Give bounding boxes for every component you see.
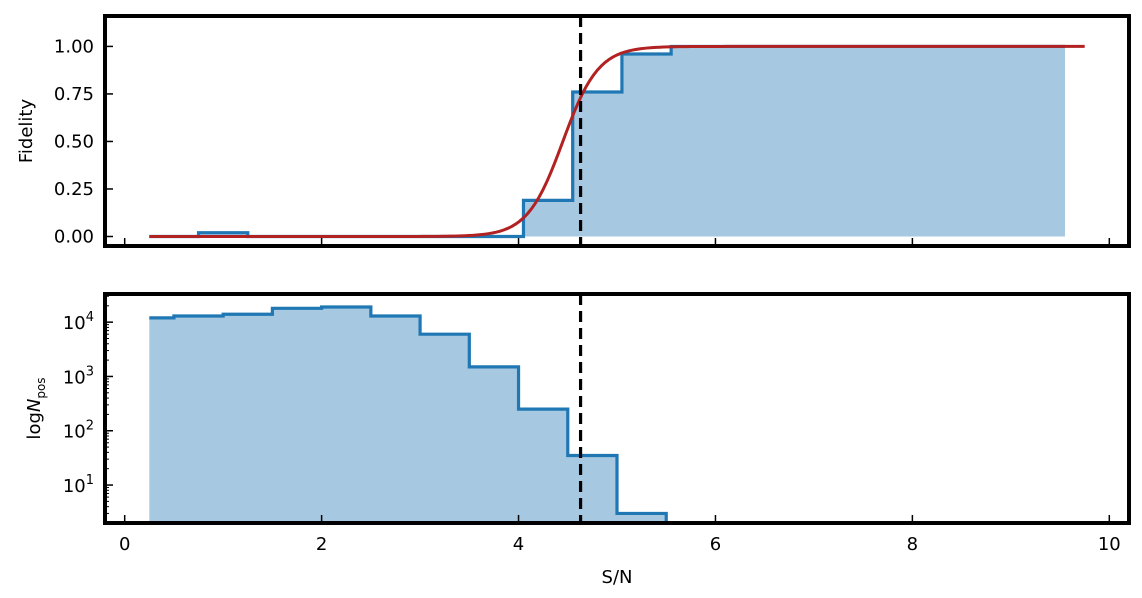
npos-y-tick-exponent: 3 [86, 364, 94, 379]
npos-y-tick-label: 101 [63, 473, 94, 497]
npos-y-tick-label: 104 [63, 310, 94, 334]
npos-y-tick-base: 10 [63, 367, 86, 388]
fidelity-panel: 0.00 0.25 0.50 0.75 1.00 Fidelity [16, 14, 1131, 248]
npos-x-tick-label: 4 [513, 534, 524, 555]
fidelity-fit-curve [149, 44, 1085, 238]
npos-y-tick-exponent: 2 [86, 419, 94, 434]
fidelity-y-tick-label: 0.00 [54, 226, 94, 247]
npos-x-ticks: 0 2 4 6 8 10 [119, 515, 1121, 555]
npos-y-tick-exponent: 4 [86, 310, 94, 325]
fidelity-y-tick-label: 1.00 [54, 36, 94, 57]
npos-axes-frame [103, 292, 1131, 525]
fidelity-hist-area [149, 46, 1066, 237]
npos-x-tick-label: 8 [907, 534, 918, 555]
npos-y-tick-base: 10 [63, 476, 86, 497]
npos-y-label-prefix: log [24, 412, 45, 439]
npos-x-tick-label: 2 [316, 534, 327, 555]
npos-y-label-main: N [24, 399, 45, 412]
npos-y-tick-label: 102 [63, 419, 94, 443]
fidelity-y-tick-label: 0.50 [54, 131, 94, 152]
npos-x-tick-label: 10 [1098, 534, 1121, 555]
fidelity-y-ticks: 0.00 0.25 0.50 0.75 1.00 [54, 36, 113, 247]
npos-hist-area [149, 307, 667, 523]
fidelity-y-tick-label: 0.75 [54, 84, 94, 105]
npos-y-axis-label: logNpos [24, 377, 48, 439]
sn-x-axis-label: S/N [602, 567, 633, 588]
npos-y-label-subscript: pos [34, 377, 48, 398]
npos-y-tick-label: 103 [63, 364, 94, 388]
fidelity-y-axis-label: Fidelity [16, 99, 37, 164]
npos-y-tick-base: 10 [63, 422, 86, 443]
npos-x-tick-label: 6 [710, 534, 721, 555]
npos-y-tick-exponent: 1 [86, 473, 94, 488]
fidelity-y-tick-label: 0.25 [54, 179, 94, 200]
fidelity-axes-frame [103, 14, 1131, 248]
npos-x-tick-label: 0 [119, 534, 130, 555]
npos-hist-step-line [149, 305, 668, 523]
npos-y-tick-base: 10 [63, 313, 86, 334]
